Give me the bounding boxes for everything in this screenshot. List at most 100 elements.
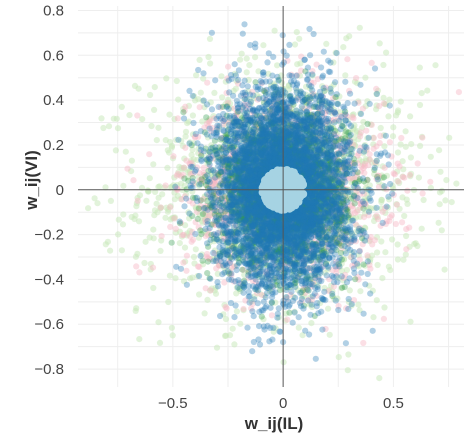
- data-point: [227, 105, 235, 112]
- data-point: [299, 118, 306, 125]
- data-point: [141, 259, 148, 267]
- data-point: [233, 284, 240, 291]
- data-point: [304, 223, 311, 230]
- data-point: [340, 277, 347, 284]
- data-point: [253, 161, 261, 168]
- data-point: [290, 210, 297, 217]
- data-point: [345, 228, 352, 236]
- data-point: [199, 118, 206, 125]
- data-point: [307, 272, 314, 279]
- data-point: [352, 214, 360, 221]
- data-point: [275, 314, 282, 321]
- data-point: [100, 124, 107, 132]
- data-point: [323, 203, 330, 210]
- data-point: [146, 151, 153, 158]
- data-point: [226, 118, 233, 125]
- data-point: [149, 264, 157, 271]
- data-point: [255, 113, 263, 120]
- data-point: [249, 176, 256, 183]
- data-point: [184, 230, 191, 237]
- data-point: [216, 124, 223, 131]
- data-point: [382, 249, 389, 256]
- data-point: [350, 126, 357, 133]
- data-point: [363, 157, 370, 164]
- data-point: [178, 164, 185, 172]
- data-point: [132, 253, 139, 260]
- data-point: [183, 191, 190, 198]
- data-point: [225, 63, 232, 70]
- data-point: [386, 139, 393, 146]
- data-point: [208, 170, 215, 178]
- data-point: [188, 238, 195, 245]
- data-point: [231, 196, 238, 203]
- data-point: [218, 206, 225, 213]
- data-point: [399, 173, 406, 180]
- data-point: [437, 168, 444, 175]
- data-point: [366, 236, 373, 243]
- data-point: [359, 105, 366, 112]
- data-point: [382, 209, 389, 216]
- data-point: [406, 224, 413, 231]
- data-point: [242, 217, 250, 224]
- data-point: [308, 91, 315, 98]
- data-point: [408, 141, 415, 148]
- data-point: [133, 203, 140, 210]
- data-point: [267, 82, 275, 89]
- data-point: [351, 134, 358, 141]
- data-point: [148, 122, 155, 130]
- data-point: [182, 258, 189, 265]
- data-point: [211, 287, 218, 294]
- data-point: [231, 224, 238, 231]
- data-point: [282, 159, 290, 166]
- data-point: [193, 72, 200, 79]
- data-point: [246, 131, 253, 138]
- data-point: [307, 265, 314, 272]
- data-point: [242, 151, 249, 158]
- data-point: [315, 257, 322, 264]
- data-point: [332, 173, 339, 180]
- data-point: [419, 190, 426, 197]
- data-point: [135, 218, 143, 225]
- data-point: [273, 214, 281, 221]
- data-point: [151, 207, 159, 214]
- data-point: [189, 146, 196, 153]
- data-point: [153, 200, 160, 207]
- data-point: [233, 159, 240, 166]
- data-point: [395, 178, 402, 185]
- data-point: [107, 197, 114, 204]
- data-point: [318, 198, 325, 205]
- data-point: [239, 212, 246, 219]
- data-point: [238, 198, 245, 205]
- data-point: [386, 196, 393, 203]
- data-point: [288, 142, 295, 149]
- data-point: [376, 139, 383, 147]
- data-point: [134, 112, 141, 119]
- data-point: [320, 218, 327, 225]
- data-point: [293, 159, 300, 166]
- data-point: [180, 278, 188, 285]
- data-point: [341, 146, 348, 153]
- data-point: [232, 195, 239, 202]
- data-point: [259, 240, 266, 247]
- data-point: [297, 247, 304, 254]
- data-point: [266, 137, 273, 144]
- data-point: [194, 156, 201, 164]
- data-point: [308, 168, 315, 175]
- data-point: [362, 225, 369, 232]
- data-point: [203, 114, 210, 121]
- data-point: [320, 145, 327, 152]
- data-point: [255, 124, 262, 131]
- data-point: [282, 317, 289, 324]
- data-point: [174, 115, 181, 122]
- data-point: [212, 155, 219, 162]
- data-point: [216, 262, 223, 269]
- data-point: [199, 97, 206, 105]
- data-point: [406, 243, 413, 250]
- data-point: [299, 236, 307, 243]
- data-point: [269, 283, 276, 290]
- data-point: [320, 133, 327, 140]
- data-point: [180, 164, 187, 171]
- data-point: [185, 209, 192, 216]
- data-point: [441, 266, 448, 273]
- data-point: [320, 212, 327, 219]
